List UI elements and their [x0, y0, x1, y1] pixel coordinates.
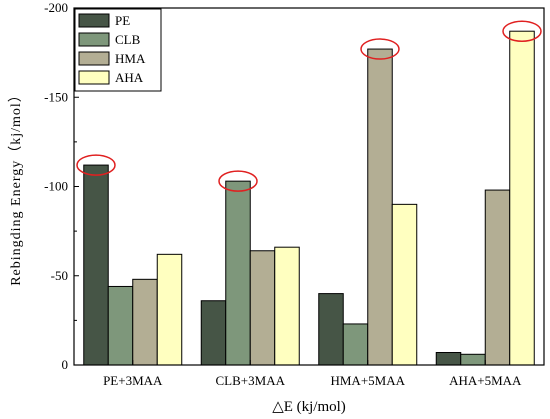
legend-swatch-clb — [78, 32, 110, 47]
y-tick-label: -50 — [51, 268, 68, 283]
x-axis-title: △E (kj/mol) — [272, 399, 346, 415]
x-tick-label: CLB+3MAA — [216, 373, 286, 388]
highlight-ellipse — [218, 170, 258, 192]
bar-pe-3 — [318, 293, 344, 366]
legend-swatch-aha — [78, 70, 110, 85]
bar-aha-4 — [509, 30, 535, 366]
x-axis-ticks: PE+3MAA CLB+3MAA HMA+5MAA AHA+5MAA — [103, 360, 522, 388]
bar-pe-4 — [435, 352, 462, 366]
bar-aha-1 — [156, 253, 183, 366]
highlight-ellipse — [76, 154, 116, 176]
bar-clb-2 — [225, 180, 251, 366]
y-axis-title: Rebingding Energy（kj/mol） — [8, 87, 24, 286]
y-tick-label: -200 — [44, 0, 68, 15]
highlight-ellipse — [502, 20, 542, 42]
legend-swatch-hma — [78, 51, 110, 66]
bar-clb-1 — [107, 285, 134, 366]
bars-layer — [83, 30, 535, 366]
bar-pe-2 — [200, 300, 227, 366]
bar-aha-2 — [274, 246, 300, 366]
bar-aha-3 — [391, 203, 418, 366]
legend-label-clb: CLB — [115, 32, 141, 47]
bar-hma-2 — [249, 250, 276, 366]
y-tick-label: 0 — [62, 357, 69, 372]
bar-clb-3 — [342, 323, 369, 366]
bar-hma-1 — [132, 278, 158, 366]
bar-clb-4 — [460, 353, 486, 366]
x-tick-label: AHA+5MAA — [449, 373, 522, 388]
bar-pe-1 — [83, 164, 109, 366]
legend-swatch-pe — [78, 13, 110, 28]
y-axis-ticks: 0 -50 -100 -150 -200 — [44, 0, 79, 372]
legend: PE CLB HMA AHA — [74, 8, 162, 92]
legend-label-aha: AHA — [115, 70, 144, 85]
x-tick-label: PE+3MAA — [103, 373, 163, 388]
x-tick-label: HMA+5MAA — [330, 373, 405, 388]
legend-label-hma: HMA — [115, 51, 146, 66]
legend-label-pe: PE — [115, 13, 130, 28]
highlight-ellipse — [360, 38, 400, 60]
bar-hma-3 — [367, 48, 393, 366]
highlight-layer — [76, 20, 542, 192]
y-tick-label: -150 — [44, 89, 68, 104]
y-tick-label: -100 — [44, 179, 68, 194]
y-axis-title-group: Rebingding Energy（kj/mol） — [8, 87, 24, 286]
bar-hma-4 — [484, 189, 511, 366]
